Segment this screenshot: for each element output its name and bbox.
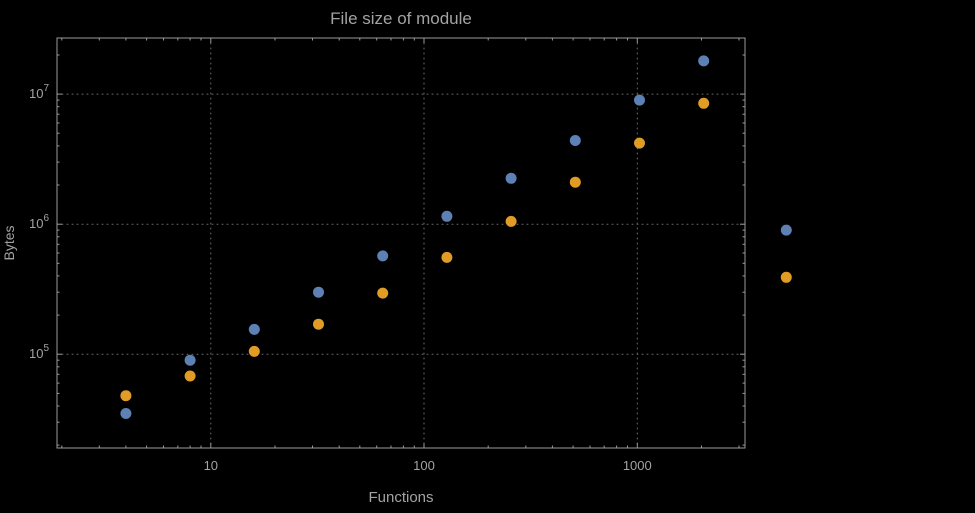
point-series-orange bbox=[120, 390, 132, 402]
plot-frame bbox=[56, 37, 746, 449]
point-series-orange bbox=[248, 345, 260, 357]
point-series-blue bbox=[377, 250, 389, 262]
chart-title: File size of module bbox=[330, 9, 472, 28]
x-axis-label: Functions bbox=[368, 489, 433, 506]
point-series-orange bbox=[505, 215, 517, 227]
data-points bbox=[120, 55, 792, 419]
point-series-blue bbox=[441, 210, 453, 222]
point-series-orange bbox=[377, 287, 389, 299]
point-series-blue bbox=[698, 55, 710, 67]
point-series-blue bbox=[634, 94, 645, 106]
x-tick-label: 1000 bbox=[623, 458, 652, 473]
y-tick-label: 105 bbox=[29, 343, 49, 361]
point-series-orange bbox=[184, 370, 196, 382]
point-series-blue bbox=[780, 224, 792, 236]
point-series-orange bbox=[441, 251, 453, 263]
point-series-blue bbox=[184, 354, 196, 366]
point-series-blue bbox=[120, 408, 132, 419]
y-tick-label: 106 bbox=[29, 213, 49, 231]
x-tick-label: 100 bbox=[413, 458, 435, 473]
point-series-orange bbox=[569, 176, 581, 188]
axis-ticks bbox=[57, 38, 745, 448]
gridlines bbox=[56, 37, 746, 449]
y-axis-label: Bytes bbox=[1, 225, 17, 260]
point-series-blue bbox=[248, 323, 260, 335]
point-series-blue bbox=[505, 172, 517, 184]
y-tick-label: 107 bbox=[29, 83, 49, 101]
point-series-blue bbox=[569, 135, 581, 146]
point-series-orange bbox=[634, 137, 645, 149]
point-series-orange bbox=[780, 271, 792, 283]
point-series-orange bbox=[698, 97, 710, 109]
point-series-blue bbox=[313, 286, 324, 298]
x-tick-label: 10 bbox=[204, 458, 218, 473]
point-series-orange bbox=[313, 318, 324, 330]
